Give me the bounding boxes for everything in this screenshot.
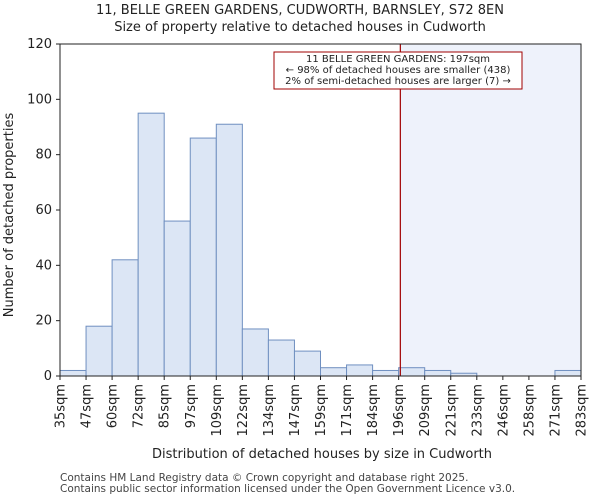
bar-184sqm [372,369,400,377]
y-tick-label: 0 [44,369,52,384]
bar-271sqm [554,369,582,377]
chart-title: 11, BELLE GREEN GARDENS, CUDWORTH, BARNS… [96,3,504,18]
bars [59,112,582,377]
x-tick-label: 122sqm [236,384,251,437]
annotation-line-3: 2% of semi-detached houses are larger (7… [285,76,511,87]
bar-35sqm [59,369,87,377]
chart-subtitle: Size of property relative to detached ho… [114,20,486,35]
x-tick-label: 184sqm [366,384,381,437]
x-tick-label: 246sqm [496,384,511,437]
y-tick-label: 100 [27,92,52,107]
bar-171sqm [346,364,374,377]
x-tick-label: 271sqm [548,384,563,437]
x-tick-label: 47sqm [80,384,95,428]
y-tick-label: 80 [35,148,52,163]
x-tick-label: 60sqm [106,384,121,428]
x-axis-label: Distribution of detached houses by size … [152,447,492,462]
bar-159sqm [320,367,348,377]
x-tick-label: 35sqm [54,384,69,428]
y-tick-label: 40 [35,258,52,273]
y-tick-label: 60 [35,203,52,218]
x-tick-label: 134sqm [262,384,277,437]
bar-134sqm [267,339,295,377]
x-tick-label: 97sqm [184,384,199,428]
footer-line-1: Contains HM Land Registry data © Crown c… [60,472,469,484]
x-tick-label: 72sqm [132,384,147,428]
x-tick-label: 147sqm [288,384,303,437]
x-axis: 35sqm 47sqm 60sqm 72sqm 85sqm 97sqm 109sqm 122s… [54,376,590,437]
x-tick-label: 171sqm [340,384,355,437]
x-tick-label: 85sqm [158,384,173,428]
x-tick-label: 196sqm [392,384,407,437]
bar-109sqm [215,123,243,377]
x-tick-label: 283sqm [575,384,590,437]
x-tick-label: 209sqm [418,384,433,437]
annotation-box [273,51,523,90]
x-tick-label: 109sqm [210,384,225,437]
bar-97sqm [189,137,217,377]
bar-47sqm [85,325,113,377]
bar-60sqm [111,259,139,377]
bar-72sqm [137,112,165,377]
x-tick-label: 233sqm [470,384,485,437]
annotation-line-2: ← 98% of detached houses are smaller (43… [286,65,511,76]
footer-line-2: Contains public sector information licen… [60,483,516,495]
y-tick-label: 20 [35,314,52,329]
larger-region-highlight [400,44,581,376]
x-tick-label: 221sqm [444,384,459,437]
bar-209sqm [424,369,452,377]
x-tick-label: 159sqm [314,384,329,437]
y-axis-label: Number of detached properties [2,113,17,318]
y-axis: 0 20 40 60 80 100 120 [27,37,60,384]
x-tick-label: 258sqm [522,384,537,437]
annotation-line-1: 11 BELLE GREEN GARDENS: 197sqm [306,54,490,65]
bar-122sqm [241,328,269,377]
bar-196sqm [398,367,426,377]
bar-147sqm [293,350,322,377]
bar-85sqm [163,220,191,377]
y-tick-label: 120 [27,37,52,52]
